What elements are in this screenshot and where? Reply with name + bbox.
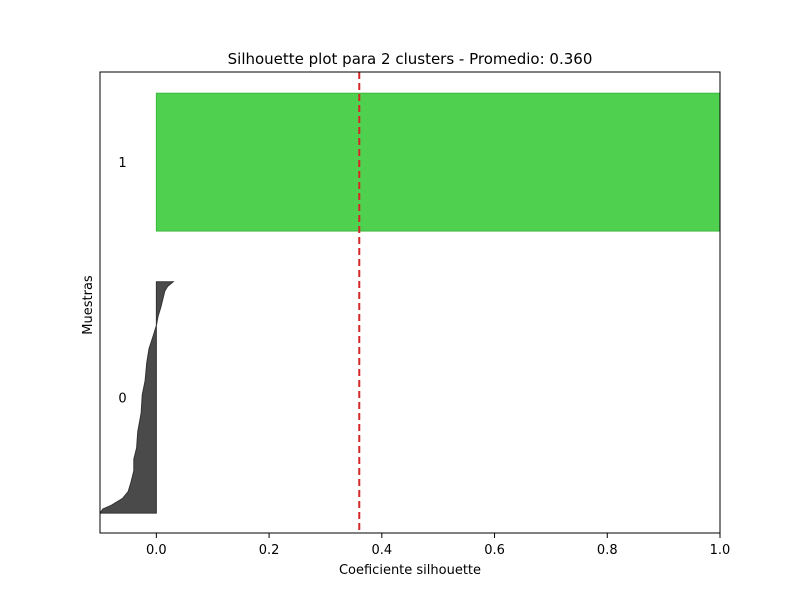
chart-title: Silhouette plot para 2 clusters - Promed… [228,50,593,68]
cluster-0-silhouette [100,281,175,514]
plot-area: 01 [100,72,720,533]
plot-frame [99,71,721,534]
cluster-label-0: 0 [118,391,126,406]
clusters-group [100,92,720,514]
cluster-label-1: 1 [118,156,126,171]
cluster-1-silhouette [155,92,720,232]
y-axis-label: Muestras [81,275,96,335]
x-tick-label: 0.8 [597,543,618,558]
x-tick-label: 0.0 [146,543,167,558]
x-tick-label: 0.6 [484,543,505,558]
x-axis-label: Coeficiente silhouette [339,563,481,578]
x-tick-label: 0.2 [259,543,280,558]
axes: 0.0 0.2 0.4 0.6 0.8 1.0 [99,71,731,558]
x-tick-label: 1.0 [710,543,731,558]
x-tick-label: 0.4 [371,543,392,558]
